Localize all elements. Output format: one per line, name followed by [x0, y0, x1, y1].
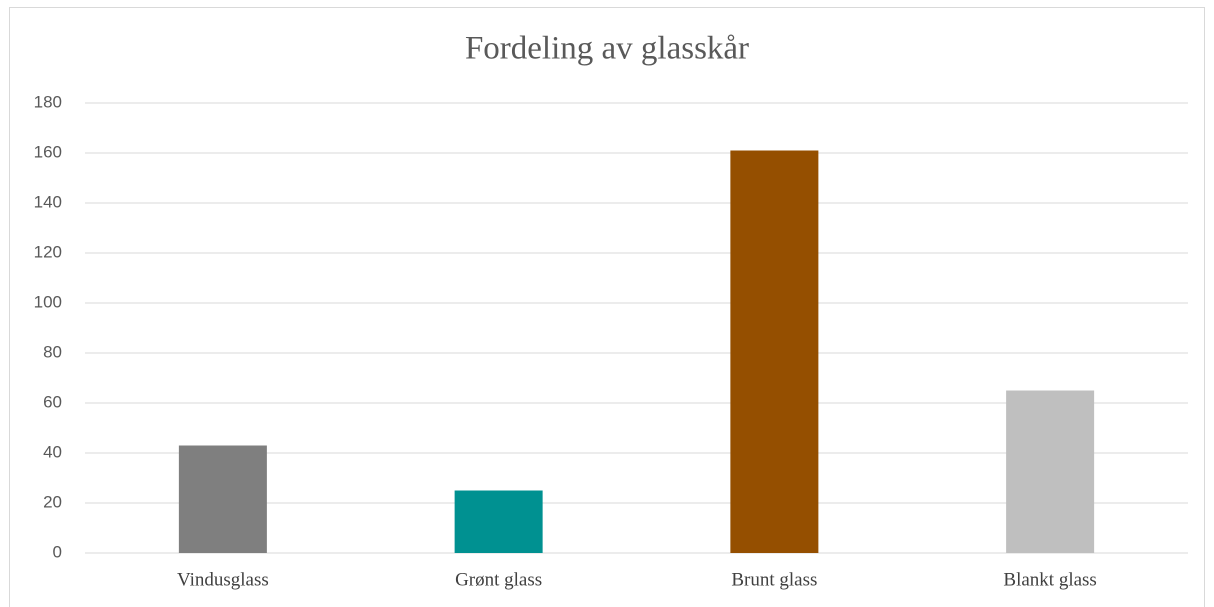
chart-title: Fordeling av glasskår	[465, 31, 749, 67]
x-tick-label: Brunt glass	[731, 569, 817, 590]
y-tick-label: 100	[34, 292, 62, 311]
y-tick-label: 60	[43, 392, 62, 411]
y-tick-label: 40	[43, 442, 62, 461]
x-tick-label: Blankt glass	[1003, 569, 1096, 590]
x-tick-label: Vindusglass	[177, 569, 269, 590]
y-tick-label: 140	[34, 192, 62, 211]
y-tick-label: 80	[43, 342, 62, 361]
bar	[454, 490, 543, 553]
y-tick-label: 120	[34, 242, 62, 261]
y-tick-label: 20	[43, 492, 62, 511]
bar	[178, 445, 267, 553]
x-tick-label: Grønt glass	[455, 569, 542, 590]
y-tick-label: 0	[53, 542, 62, 561]
bar	[730, 150, 819, 553]
y-tick-label: 180	[34, 92, 62, 111]
bar	[1006, 390, 1095, 553]
y-tick-label: 160	[34, 142, 62, 161]
